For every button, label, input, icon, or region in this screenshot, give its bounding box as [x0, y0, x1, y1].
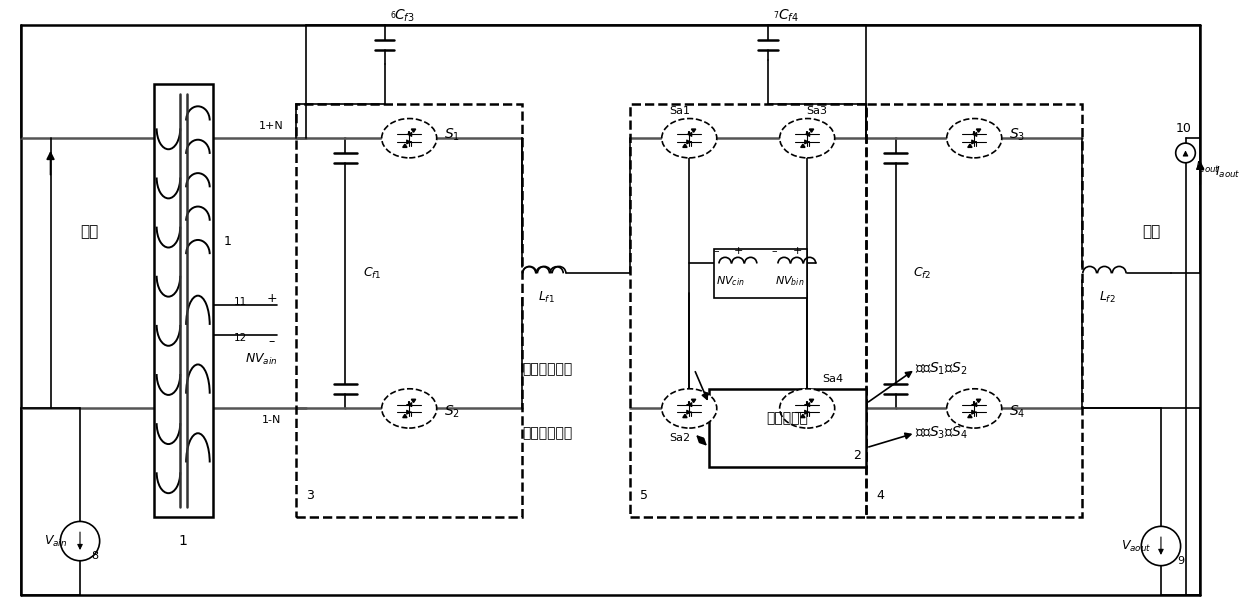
- Polygon shape: [810, 129, 813, 132]
- Text: $S_2$: $S_2$: [444, 403, 460, 420]
- Text: –: –: [773, 246, 777, 256]
- Text: 输出: 输出: [1142, 224, 1161, 239]
- Text: Sa2: Sa2: [668, 433, 689, 443]
- Text: $S_3$: $S_3$: [1008, 127, 1024, 143]
- Text: +: +: [792, 246, 802, 256]
- Bar: [296, 104, 522, 517]
- Polygon shape: [801, 414, 805, 418]
- Text: Sa3: Sa3: [806, 106, 827, 116]
- Text: $C_{f3}$: $C_{f3}$: [394, 7, 415, 24]
- Text: 3: 3: [306, 489, 314, 502]
- Polygon shape: [801, 144, 805, 148]
- Bar: [154, 84, 213, 517]
- Text: 5: 5: [640, 489, 649, 502]
- Ellipse shape: [382, 118, 436, 158]
- Text: $I_{aout}$: $I_{aout}$: [1215, 165, 1240, 180]
- Text: $NV_{cin}$: $NV_{cin}$: [717, 274, 745, 288]
- Text: $I_{aout}$: $I_{aout}$: [1195, 160, 1221, 175]
- Ellipse shape: [780, 118, 835, 158]
- Text: $S_1$: $S_1$: [444, 127, 460, 143]
- Text: $C_{f1}$: $C_{f1}$: [363, 266, 382, 281]
- Text: 9: 9: [1177, 556, 1184, 565]
- Text: 测量和控制: 测量和控制: [766, 411, 808, 425]
- Circle shape: [61, 522, 99, 561]
- Text: $C_{f4}$: $C_{f4}$: [777, 7, 799, 24]
- Text: 与上位机通讯: 与上位机通讯: [522, 426, 573, 440]
- Polygon shape: [976, 399, 981, 403]
- Text: Sa1: Sa1: [668, 106, 689, 116]
- Text: 8: 8: [92, 551, 98, 561]
- Text: 12: 12: [234, 332, 247, 343]
- Polygon shape: [967, 414, 972, 418]
- Text: Sa4: Sa4: [822, 374, 843, 384]
- Text: 11: 11: [234, 297, 247, 307]
- Text: 控制$S_1$、$S_2$: 控制$S_1$、$S_2$: [915, 361, 967, 378]
- Text: $S_4$: $S_4$: [1008, 403, 1025, 420]
- Text: 1-N: 1-N: [262, 415, 281, 425]
- Polygon shape: [403, 144, 407, 148]
- Text: $V_{aout}$: $V_{aout}$: [1121, 539, 1152, 553]
- Text: +: +: [267, 292, 277, 305]
- Text: $NV_{bin}$: $NV_{bin}$: [775, 274, 805, 288]
- Text: 1: 1: [223, 235, 232, 248]
- Text: $C_{f2}$: $C_{f2}$: [914, 266, 931, 281]
- Polygon shape: [692, 129, 696, 132]
- Text: 电压电流测量: 电压电流测量: [522, 362, 573, 376]
- Text: 输入: 输入: [81, 224, 99, 239]
- Polygon shape: [683, 144, 687, 148]
- Text: 4: 4: [875, 489, 884, 502]
- Polygon shape: [403, 414, 407, 418]
- Text: 10: 10: [1176, 122, 1192, 135]
- Bar: [709, 389, 867, 467]
- Polygon shape: [683, 414, 687, 418]
- Polygon shape: [412, 399, 415, 403]
- Text: –: –: [269, 335, 275, 348]
- Text: $^7$: $^7$: [773, 10, 779, 20]
- Bar: [630, 104, 867, 517]
- Text: $NV_{ain}$: $NV_{ain}$: [246, 352, 278, 367]
- Ellipse shape: [662, 118, 717, 158]
- Text: –: –: [713, 246, 719, 256]
- Text: $^6$: $^6$: [389, 10, 396, 20]
- Polygon shape: [967, 144, 972, 148]
- Bar: [714, 249, 807, 298]
- Bar: [867, 104, 1083, 517]
- Text: $L_{f1}$: $L_{f1}$: [538, 290, 556, 306]
- Text: 1+N: 1+N: [259, 121, 284, 131]
- Text: 1: 1: [179, 534, 187, 548]
- Polygon shape: [810, 399, 813, 403]
- Polygon shape: [412, 129, 415, 132]
- Text: +: +: [734, 246, 743, 256]
- Ellipse shape: [946, 118, 1002, 158]
- Text: 控制$S_3$、$S_4$: 控制$S_3$、$S_4$: [915, 425, 968, 441]
- Circle shape: [1176, 143, 1195, 163]
- Text: $V_{ain}$: $V_{ain}$: [43, 534, 67, 548]
- Text: 2: 2: [853, 450, 862, 462]
- Ellipse shape: [662, 389, 717, 428]
- Ellipse shape: [382, 389, 436, 428]
- Text: $L_{f2}$: $L_{f2}$: [1099, 290, 1115, 306]
- Circle shape: [1141, 526, 1180, 565]
- Ellipse shape: [946, 389, 1002, 428]
- Polygon shape: [976, 129, 981, 132]
- Polygon shape: [692, 399, 696, 403]
- Ellipse shape: [780, 389, 835, 428]
